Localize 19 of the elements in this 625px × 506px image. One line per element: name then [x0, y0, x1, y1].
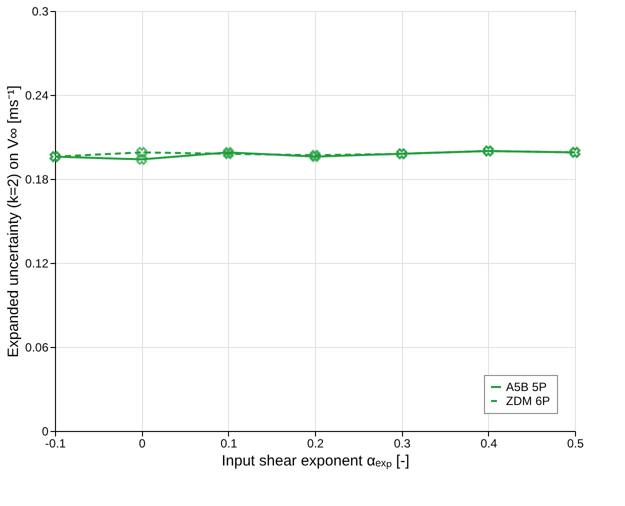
- y-tick-label: 0.12: [25, 256, 49, 270]
- y-tick-label: 0: [42, 424, 49, 438]
- legend-label: ZDM 6P: [506, 394, 550, 408]
- x-tick-label: 0.4: [480, 436, 498, 450]
- y-tick-label: 0.18: [25, 172, 49, 186]
- x-tick-label: 0.3: [394, 436, 411, 450]
- x-axis-title: Input shear exponent αₑₓₚ [-]: [222, 452, 410, 470]
- y-tick-label: 0.24: [25, 88, 49, 102]
- x-tick-label: 0: [138, 436, 146, 450]
- x-tick-label: 0.2: [307, 436, 324, 450]
- y-tick-label: 0.06: [25, 340, 49, 354]
- y-axis-title: Expanded uncertainty (k=2) on V∞ [ms⁻¹]: [5, 85, 22, 358]
- legend-label: A5B 5P: [506, 380, 547, 394]
- point: [136, 146, 148, 158]
- x-tick-label: 0.5: [567, 436, 584, 450]
- x-tick-label: 0.1: [220, 436, 238, 450]
- point: [136, 154, 148, 165]
- y-tick-label: 0.3: [32, 4, 49, 18]
- x-tick-label: -0.1: [45, 436, 66, 450]
